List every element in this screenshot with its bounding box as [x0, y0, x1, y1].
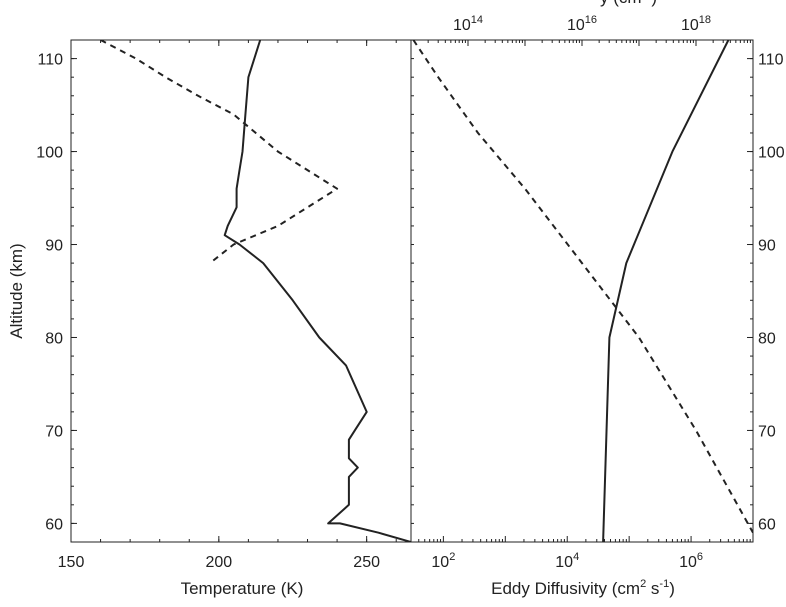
left-plot-frame [70, 39, 412, 543]
left-x-tick-label: 250 [353, 554, 380, 571]
right-series-dashed-line [412, 40, 753, 534]
left-series-solid-line [223, 40, 411, 542]
right-series-solid-line [602, 40, 730, 542]
left-x-tick-label: 150 [58, 554, 85, 571]
left-y-tick-label: 110 [37, 52, 63, 69]
right-y-tick-label: 70 [758, 423, 776, 440]
right-panel-eddy-diffusivity-plot: 102 104 106 1014 1016 1018 60 70 80 90 100 110 [410, 14, 785, 571]
left-y-tick-label: 80 [45, 330, 63, 347]
left-y-tick-label: 100 [36, 145, 63, 162]
left-y-tick-label: 90 [45, 238, 63, 255]
left-panel-temperature-plot: 150 200 250 60 70 80 90 100 110 [36, 39, 412, 571]
top-x-tick-label: 1014 [453, 14, 483, 34]
top-x-tick-label: 1016 [567, 14, 597, 34]
left-x-tick-label: 200 [205, 554, 232, 571]
right-x-tick-label: 106 [679, 551, 703, 571]
right-y-tick-label: 100 [758, 145, 785, 162]
right-x-tick-label: 104 [555, 551, 579, 571]
top-x-axis-title: y (cm-3) [600, 0, 657, 7]
right-x-axis-title: Eddy Diffusivity (cm2 s-1) [491, 578, 675, 598]
right-y-tick-label: 80 [758, 330, 776, 347]
left-series-dashed-line [100, 40, 339, 264]
top-x-tick-label: 1018 [681, 14, 711, 34]
right-y-tick-label: 90 [758, 238, 776, 255]
right-y-tick-label: 110 [758, 52, 784, 69]
left-x-axis-title: Temperature (K) [181, 579, 304, 598]
left-y-tick-label: 70 [45, 423, 63, 440]
right-y-tick-label: 60 [758, 516, 776, 533]
right-plot-frame [410, 39, 754, 543]
right-x-tick-label: 102 [431, 551, 455, 571]
y-axis-title: Altitude (km) [7, 243, 26, 338]
left-y-tick-label: 60 [45, 516, 63, 533]
